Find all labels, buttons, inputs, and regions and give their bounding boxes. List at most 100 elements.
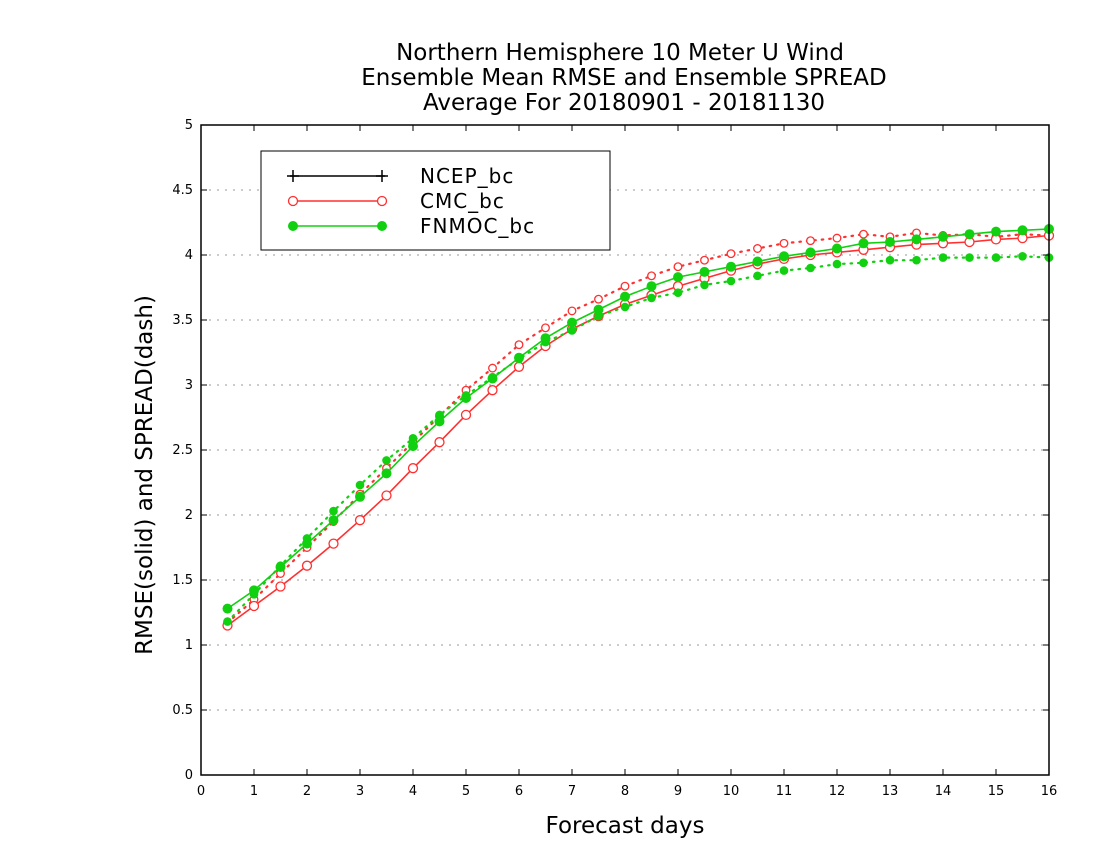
x-tick-label-15: 15	[988, 784, 1005, 799]
legend-label-NCEP_bc: NCEP_bc	[420, 164, 514, 188]
point-CMC_bc-rmse-10	[487, 385, 498, 396]
point-CMC_bc-rmse-1	[248, 600, 260, 612]
point-FNMOC_bc-rmse-29	[991, 226, 1001, 237]
point-FNMOC_bc-rmse-25	[885, 237, 895, 247]
point-FNMOC_bc-rmse-23	[832, 243, 842, 254]
grid	[201, 189, 1049, 711]
line-FNMOC_bc-spread	[226, 255, 1051, 623]
point-CMC_bc-spread-11	[514, 340, 524, 350]
x-tick-label-16: 16	[1041, 784, 1058, 799]
title-line-2: Ensemble Mean RMSE and Ensemble SPREAD	[361, 65, 886, 91]
point-FNMOC_bc-rmse-17	[673, 272, 683, 283]
point-FNMOC_bc-rmse-19	[726, 261, 736, 272]
point-FNMOC_bc-rmse-30	[1017, 225, 1028, 236]
point-FNMOC_bc-spread-23	[832, 259, 842, 269]
x-tick-label-8: 8	[621, 784, 629, 799]
point-FNMOC_bc-spread-5	[355, 480, 365, 490]
point-CMC_bc-spread-22	[806, 236, 815, 246]
point-FNMOC_bc-spread-28	[965, 253, 974, 262]
point-FNMOC_bc-rmse-2	[275, 562, 286, 572]
x-tick-label-13: 13	[882, 784, 899, 799]
point-CMC_bc-spread-16	[647, 271, 656, 281]
point-FNMOC_bc-rmse-18	[699, 266, 710, 277]
x-tick-label-11: 11	[776, 784, 793, 799]
point-FNMOC_bc-rmse-4	[328, 515, 339, 526]
point-FNMOC_bc-spread-29	[991, 253, 1001, 262]
series-CMC_bc	[222, 228, 1055, 631]
y-tick-label-7: 3.5	[172, 313, 193, 328]
point-FNMOC_bc-spread-20	[753, 271, 762, 281]
point-CMC_bc-spread-20	[753, 244, 762, 253]
x-tick-label-0: 0	[197, 784, 205, 799]
line-CMC_bc-rmse	[227, 234, 1050, 627]
point-FNMOC_bc-rmse-1	[249, 585, 259, 596]
point-FNMOC_bc-spread-22	[806, 263, 815, 273]
title-line-3: Average For 20180901 - 20181130	[423, 90, 825, 116]
y-tick-label-8: 4	[185, 248, 193, 263]
y-tick-label-4: 2	[185, 508, 193, 523]
y-tick-label-1: 0.5	[172, 703, 193, 718]
point-FNMOC_bc-rmse-26	[911, 234, 922, 245]
point-FNMOC_bc-spread-25	[885, 255, 895, 265]
point-CMC_bc-spread-23	[832, 233, 842, 243]
point-CMC_bc-spread-21	[779, 238, 789, 248]
point-FNMOC_bc-spread-21	[779, 266, 789, 275]
x-tick-label-9: 9	[674, 784, 682, 799]
point-FNMOC_bc-spread-30	[1018, 251, 1027, 261]
point-FNMOC_bc-spread-4	[329, 506, 338, 516]
point-CMC_bc-spread-18	[700, 255, 709, 265]
y-axis-label: RMSE(solid) and SPREAD(dash)	[132, 295, 158, 655]
y-tick-label-2: 1	[185, 638, 193, 653]
point-FNMOC_bc-rmse-3	[302, 538, 312, 549]
series-FNMOC_bc	[222, 224, 1054, 626]
point-FNMOC_bc-rmse-10	[487, 373, 498, 384]
point-CMC_bc-rmse-2	[275, 581, 286, 592]
point-FNMOC_bc-rmse-21	[779, 251, 789, 262]
point-CMC_bc-rmse-9	[460, 409, 472, 421]
point-FNMOC_bc-rmse-15	[620, 291, 630, 302]
x-axis-label: Forecast days	[546, 813, 705, 839]
y-tick-label-5: 2.5	[172, 443, 193, 458]
point-CMC_bc-spread-10	[488, 363, 497, 373]
legend-marker-end-FNMOC_bc	[377, 221, 387, 231]
point-FNMOC_bc-spread-19	[726, 276, 736, 286]
point-FNMOC_bc-rmse-6	[381, 468, 392, 479]
legend-marker-end-CMC_bc	[376, 195, 388, 207]
x-tick-label-3: 3	[356, 784, 364, 799]
legend-marker-start-NCEP_bc	[287, 170, 299, 182]
point-FNMOC_bc-spread-16	[647, 293, 656, 303]
x-tick-label-7: 7	[568, 784, 576, 799]
point-FNMOC_bc-spread-15	[620, 302, 630, 312]
point-FNMOC_bc-rmse-9	[461, 393, 471, 403]
x-tick-label-1: 1	[250, 784, 258, 799]
legend-label-FNMOC_bc: FNMOC_bc	[420, 214, 535, 238]
x-tick-label-14: 14	[935, 784, 952, 799]
point-FNMOC_bc-rmse-8	[434, 416, 445, 427]
y-tick-label-0: 0	[185, 768, 193, 783]
point-CMC_bc-rmse-7	[407, 463, 419, 474]
legend-marker-start-FNMOC_bc	[288, 221, 298, 231]
point-CMC_bc-spread-14	[594, 294, 603, 304]
point-FNMOC_bc-rmse-13	[567, 317, 577, 328]
point-CMC_bc-rmse-3	[301, 560, 313, 571]
point-FNMOC_bc-rmse-11	[514, 352, 524, 363]
x-tick-label-5: 5	[462, 784, 470, 799]
point-CMC_bc-spread-12	[541, 323, 550, 333]
point-FNMOC_bc-rmse-28	[964, 229, 975, 240]
x-tick-label-6: 6	[515, 784, 523, 799]
plot-series	[222, 224, 1055, 631]
point-CMC_bc-rmse-11	[513, 361, 525, 372]
point-CMC_bc-spread-13	[567, 306, 577, 316]
point-FNMOC_bc-rmse-14	[593, 304, 604, 315]
axis-ticks: 0 1 2 3 4 5 6 7 8 9 10 11 12 13 14 15 1600.511.522.533.5…	[172, 118, 1057, 799]
point-CMC_bc-rmse-4	[328, 538, 339, 549]
point-FNMOC_bc-rmse-16	[646, 281, 657, 292]
x-tick-label-2: 2	[303, 784, 311, 799]
point-FNMOC_bc-rmse-20	[752, 256, 763, 267]
legend-label-CMC_bc: CMC_bc	[420, 189, 505, 213]
point-FNMOC_bc-rmse-0	[222, 603, 233, 614]
point-FNMOC_bc-spread-26	[912, 255, 921, 265]
point-FNMOC_bc-spread-13	[567, 326, 577, 335]
